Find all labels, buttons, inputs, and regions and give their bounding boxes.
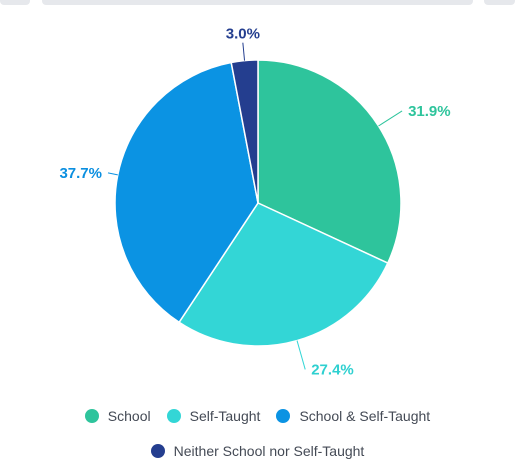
legend-label-school: School: [107, 408, 151, 424]
legend-row-1: School Self-Taught School & Self-Taught: [0, 408, 515, 424]
legend-item-school[interactable]: School: [84, 408, 151, 424]
legend-item-self-taught[interactable]: Self-Taught: [166, 408, 261, 424]
pie-slices: [114, 59, 402, 347]
legend-marker-school-and-self-taught: [276, 409, 291, 423]
top-panel-edge-left: [0, 0, 30, 5]
legend-marker-neither: [150, 444, 165, 458]
pie-slice-self-taught[interactable]: [178, 202, 389, 347]
data-label-school-and-self-taught: 37.7%: [59, 165, 102, 182]
pie-slice-school[interactable]: [257, 59, 402, 265]
leader-line-self-taught: [296, 340, 306, 370]
legend-row-2: Neither School nor Self-Taught: [0, 443, 515, 459]
data-label-school: 31.9%: [408, 103, 451, 120]
legend-label-school-and-self-taught: School & Self-Taught: [299, 408, 431, 424]
data-labels: 31.9% 27.4% 37.7% 3.0%: [59, 26, 450, 379]
leader-line-neither: [242, 42, 246, 61]
legend-item-school-and-self-taught[interactable]: School & Self-Taught: [276, 408, 430, 424]
top-panel-edge-center: [42, 0, 473, 5]
legend-label-neither: Neither School nor Self-Taught: [173, 443, 365, 459]
leader-line-school-and-self-taught: [107, 172, 118, 176]
leader-lines: [107, 42, 403, 370]
legend-label-self-taught: Self-Taught: [189, 408, 261, 424]
legend-marker-school: [84, 409, 99, 423]
legend-marker-self-taught: [166, 409, 181, 423]
leader-line-school: [378, 110, 403, 127]
legend-item-neither[interactable]: Neither School nor Self-Taught: [150, 443, 365, 459]
data-label-self-taught: 27.4%: [311, 361, 354, 378]
data-label-neither: 3.0%: [226, 26, 260, 43]
top-panel-edge-right: [484, 0, 515, 5]
pie-slice-school-and-self-taught[interactable]: [114, 61, 259, 324]
